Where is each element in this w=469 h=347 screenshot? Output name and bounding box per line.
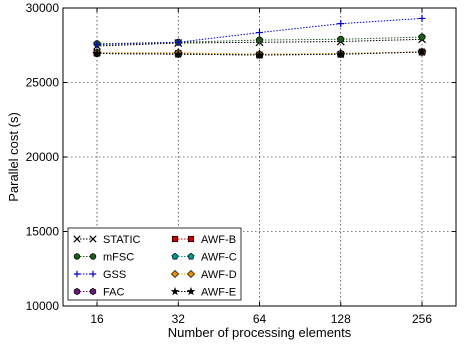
y-tick-label: 10000 <box>26 299 60 313</box>
legend-box <box>67 227 242 301</box>
legend-label: AWF-E <box>201 287 236 299</box>
legend-marker <box>171 252 179 260</box>
data-point <box>336 49 346 59</box>
x-tick-label: 256 <box>412 312 432 326</box>
legend-marker <box>73 287 81 296</box>
data-point <box>174 38 182 46</box>
data-point <box>254 50 265 59</box>
legend-entry-awf-d: AWF-D <box>170 269 237 281</box>
data-point <box>418 33 426 41</box>
legend-label: mFSC <box>103 252 134 264</box>
legend-marker <box>186 269 196 279</box>
x-tick-label: 64 <box>253 312 267 326</box>
data-point <box>93 41 101 49</box>
data-point <box>173 49 183 59</box>
legend-entry-mfsc: mFSC <box>73 252 134 264</box>
legend-entry-fac: FAC <box>73 287 124 299</box>
series-layer <box>92 14 427 59</box>
data-point <box>418 14 426 22</box>
legend-marker <box>89 235 97 243</box>
series-gss <box>93 14 426 49</box>
legend-marker <box>73 270 81 278</box>
data-point <box>337 35 345 43</box>
legend-marker <box>170 286 180 296</box>
y-tick-label: 20000 <box>26 150 60 164</box>
legend-label: AWF-D <box>201 269 237 281</box>
data-point <box>256 36 264 44</box>
x-tick-label: 32 <box>172 312 186 326</box>
legend-entry-gss: GSS <box>73 269 126 281</box>
legend-marker <box>186 286 196 296</box>
data-point <box>256 29 263 37</box>
legend-label: STATIC <box>103 234 141 246</box>
legend-marker <box>89 253 97 260</box>
y-tick-label: 25000 <box>26 76 60 90</box>
series-awf-e <box>92 47 427 59</box>
legend-entry-awf-b: AWF-B <box>171 234 236 246</box>
x-tick-label: 16 <box>90 312 104 326</box>
x-axis-label: Number of processing elements <box>168 325 352 340</box>
data-point <box>417 47 427 56</box>
legend-marker <box>171 235 179 243</box>
data-point <box>92 48 102 58</box>
data-point <box>337 20 345 28</box>
legend-marker <box>187 252 195 260</box>
legend-marker <box>73 253 81 260</box>
legend-label: AWF-B <box>201 234 236 246</box>
legend-marker <box>89 270 97 278</box>
legend-label: AWF-C <box>201 252 237 264</box>
legend-marker <box>89 287 97 296</box>
axis-ticks: 10000 15000 20000 25000 30000 16 32 64 128 256 <box>26 1 456 326</box>
y-tick-label: 15000 <box>26 225 60 239</box>
legend-label: GSS <box>103 269 126 281</box>
legend-entry-awf-c: AWF-C <box>171 252 237 264</box>
legend-marker <box>73 235 81 243</box>
legend-marker <box>187 235 195 243</box>
legend: STATIC mFSC GSS FAC AWF-B AWF-C AWF-D AWF-E <box>67 227 242 301</box>
x-tick-label: 128 <box>331 312 351 326</box>
legend-label: FAC <box>103 287 124 299</box>
legend-marker <box>170 269 180 279</box>
y-axis-label: Parallel cost (s) <box>6 112 21 202</box>
legend-entry-static: STATIC <box>73 234 141 246</box>
y-tick-label: 30000 <box>26 1 60 15</box>
legend-entry-awf-e: AWF-E <box>170 286 236 299</box>
